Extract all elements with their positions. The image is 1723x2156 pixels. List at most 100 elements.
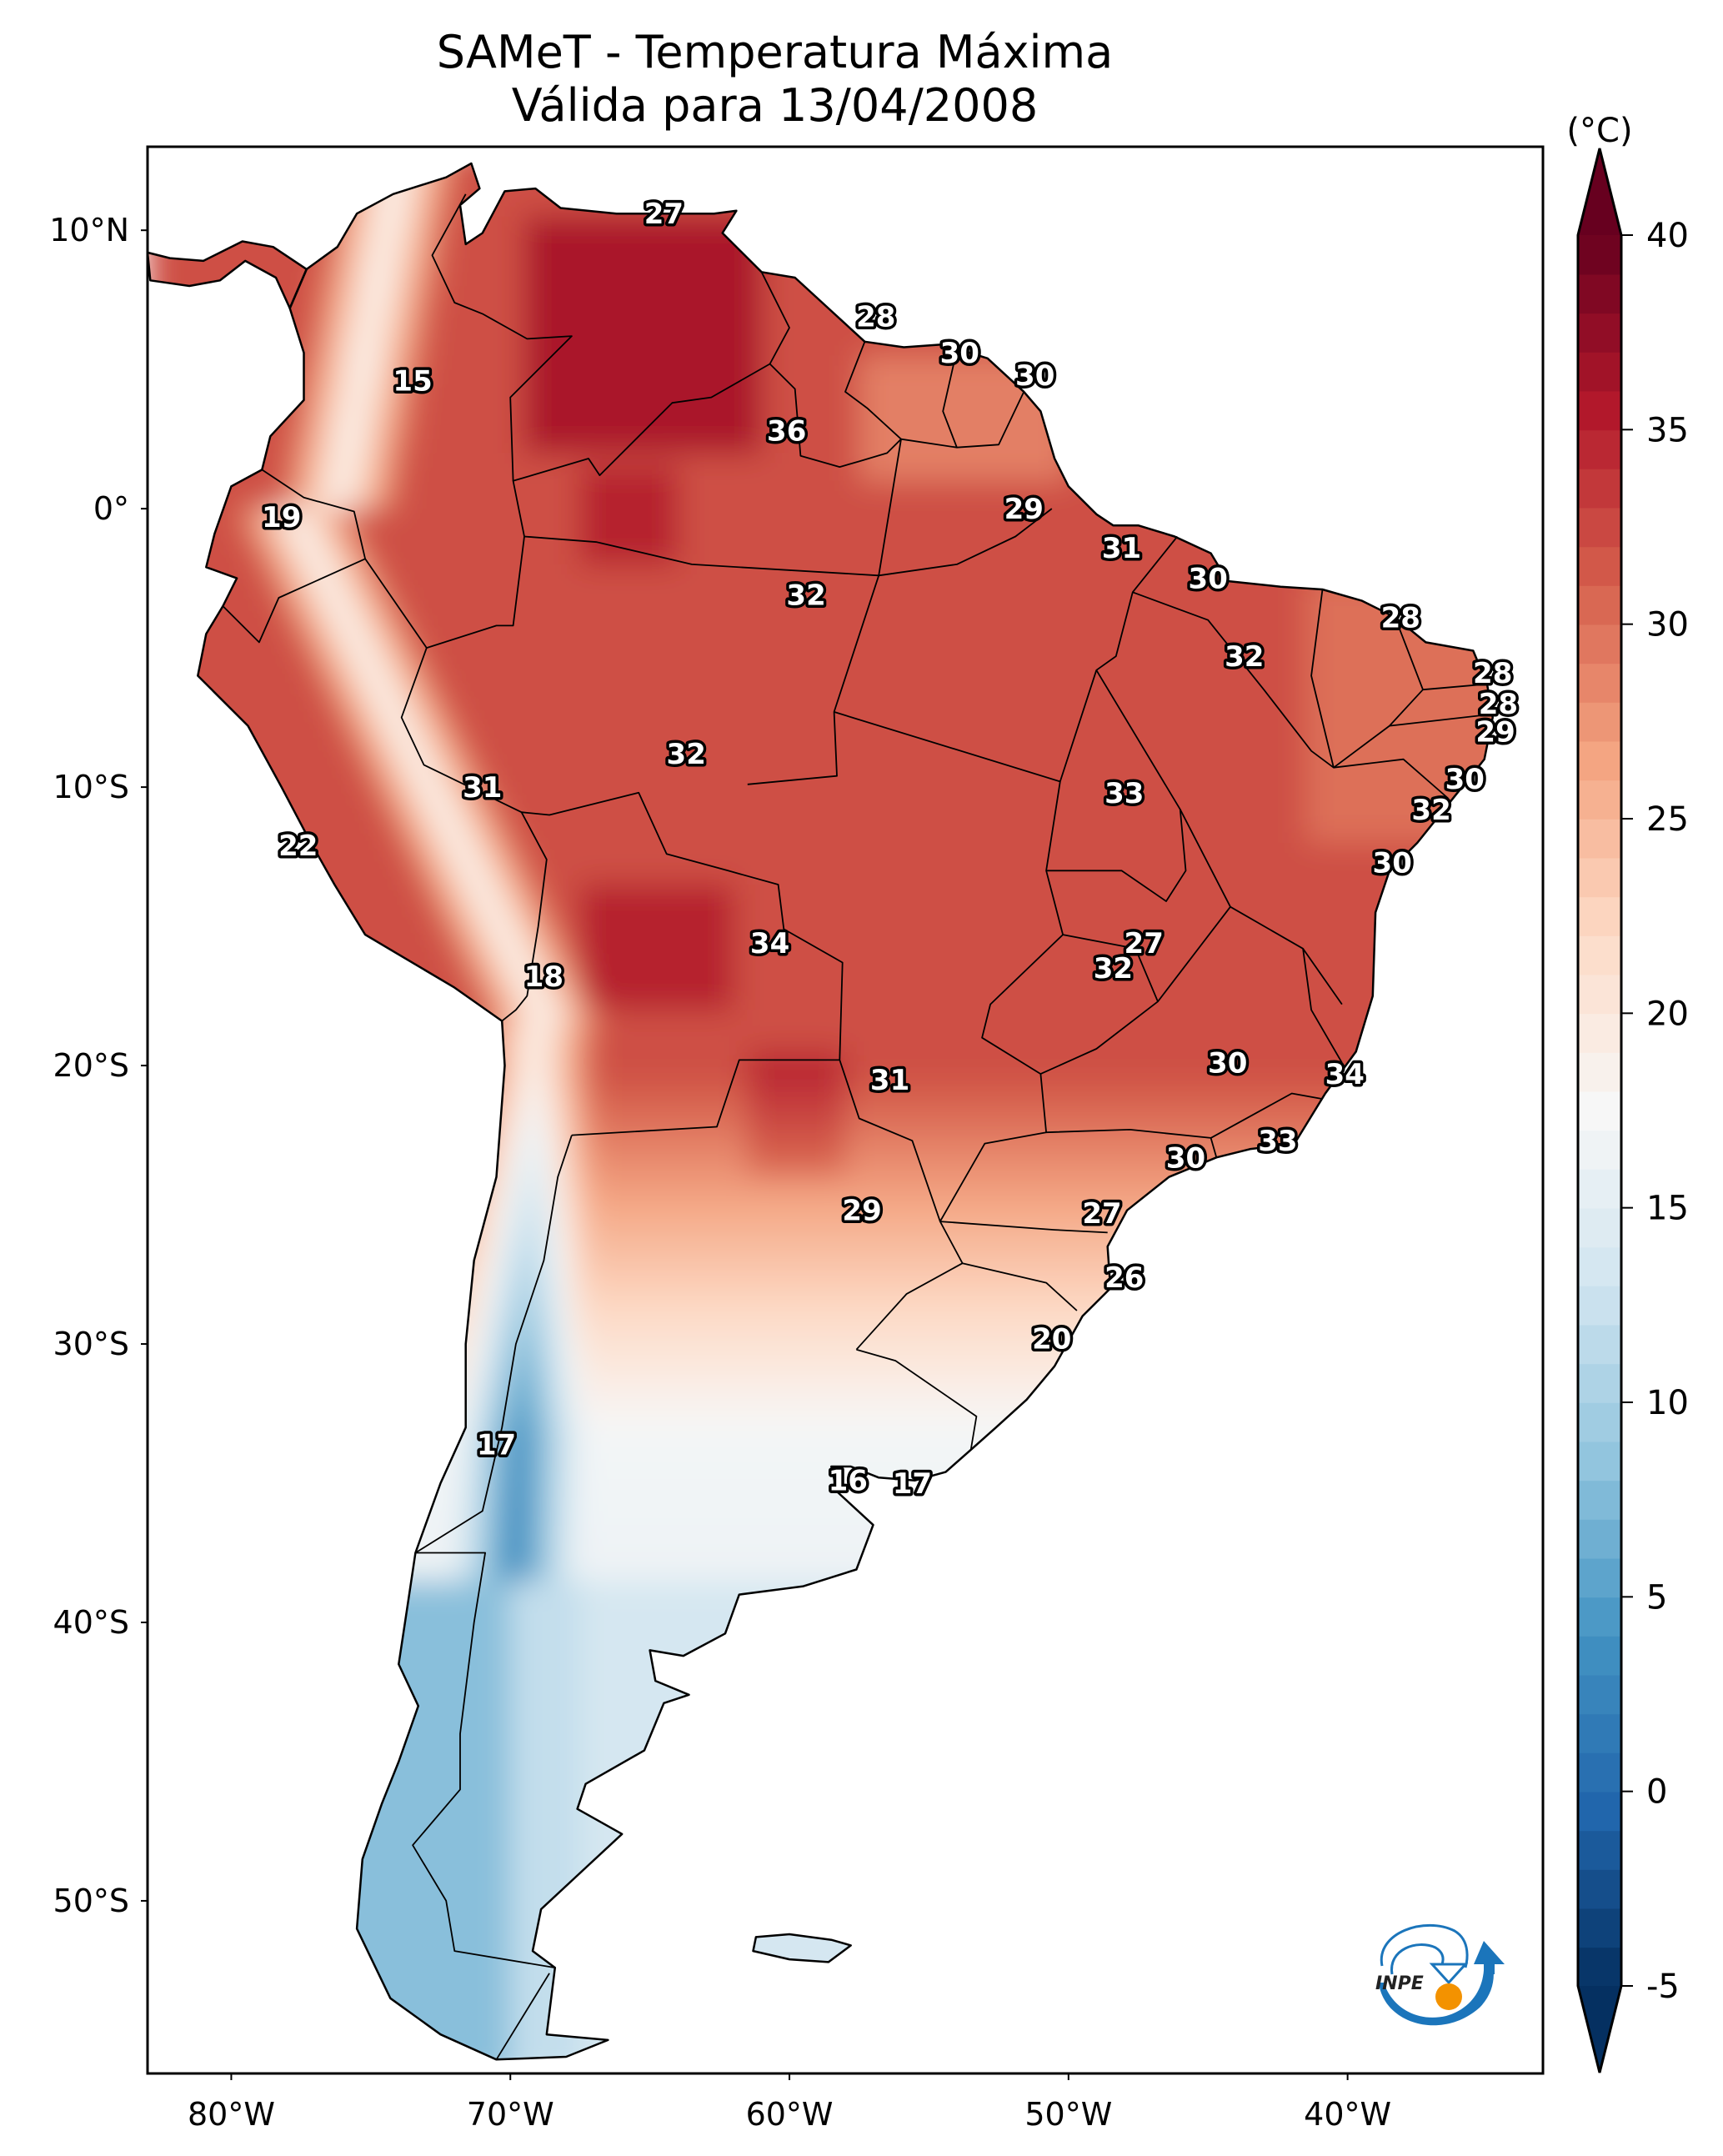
colorbar-tick-label: 30 xyxy=(1646,606,1689,644)
colorbar-segment xyxy=(1578,235,1621,275)
colorbar-segment xyxy=(1578,1636,1621,1676)
contour-label: 15 xyxy=(393,365,432,399)
lat-tick-label: 0° xyxy=(93,490,129,527)
contour-label: 31 xyxy=(1102,532,1141,565)
contour-label: 34 xyxy=(1325,1058,1365,1091)
colorbar-tick-label: 10 xyxy=(1646,1384,1689,1422)
colorbar-segment xyxy=(1578,1830,1621,1870)
coastline xyxy=(148,240,308,309)
border-line xyxy=(1210,1092,1323,1139)
colorbar-segment xyxy=(1578,1674,1621,1715)
contour-label: 20 xyxy=(1032,1322,1071,1356)
colorbar-segment xyxy=(1578,1402,1621,1442)
contour-label: 33 xyxy=(1258,1125,1297,1158)
colorbar-tick-label: 25 xyxy=(1646,800,1689,839)
contour-label: 32 xyxy=(1225,640,1264,674)
colorbar-tick-label: 0 xyxy=(1646,1773,1667,1812)
contour-label: 31 xyxy=(463,771,502,805)
longitude-axis: 80°W 70°W 60°W 50°W 40°W xyxy=(188,2073,1391,2133)
border-line xyxy=(222,558,366,644)
lat-tick-label: 10°S xyxy=(53,769,129,805)
colorbar-segment xyxy=(1578,663,1621,703)
colorbar-segment xyxy=(1578,429,1621,469)
contour-label: 28 xyxy=(1381,601,1420,634)
colorbar-segment xyxy=(1578,819,1621,859)
contour-label: 29 xyxy=(1004,493,1044,526)
colorbar-segment xyxy=(1578,313,1621,353)
lat-tick-label: 40°S xyxy=(53,1604,129,1641)
logo-swoosh-icon xyxy=(1379,1962,1494,2026)
contour-label: 26 xyxy=(1104,1261,1144,1295)
colorbar-tick-label: 20 xyxy=(1646,995,1689,1033)
plot-frame xyxy=(146,145,1545,2075)
contour-label: 32 xyxy=(1411,794,1450,827)
colorbar-tick-label: 35 xyxy=(1646,411,1689,449)
border-line xyxy=(760,271,790,364)
colorbar-segment xyxy=(1578,469,1621,509)
contour-label: 19 xyxy=(262,501,301,534)
colorbar-unit-label: (°C) xyxy=(1566,112,1632,150)
colorbar: 40 35 30 25 20 15 10 5 0 -5 (°C) xyxy=(1566,112,1689,2073)
colorbar-segment xyxy=(1578,1013,1621,1053)
colorbar-segment xyxy=(1578,1869,1621,1909)
contour-label: 30 xyxy=(1445,763,1485,796)
logo-outer-arc-icon xyxy=(1380,1923,1469,1968)
logo-up-arrow-icon xyxy=(1474,1941,1505,1974)
colorbar-segment xyxy=(1578,935,1621,975)
colorbar-tick-label: 40 xyxy=(1646,217,1689,255)
lat-tick-label: 10°N xyxy=(49,212,129,248)
colorbar-segment xyxy=(1578,1441,1621,1482)
colorbar-extend-min xyxy=(1578,1986,1621,2073)
contour-label: 30 xyxy=(1208,1047,1247,1081)
contour-label: 28 xyxy=(1473,657,1512,690)
logo-text: INPE xyxy=(1375,1973,1424,1994)
colorbar-segment xyxy=(1578,1052,1621,1092)
contour-label: 32 xyxy=(1094,952,1133,985)
colorbar-segment xyxy=(1578,585,1621,625)
colorbar-segment xyxy=(1578,1480,1621,1520)
colorbar-segment xyxy=(1578,1363,1621,1403)
colorbar-segment xyxy=(1578,546,1621,586)
border-line xyxy=(1179,809,1343,1005)
chart-subtitle: Válida para 13/04/2008 xyxy=(511,79,1039,132)
latitude-axis: 10°N 0° 10°S 20°S 30°S 40°S 50°S xyxy=(49,212,148,1919)
contour-label: 30 xyxy=(1373,846,1412,880)
colorbar-segment xyxy=(1578,1752,1621,1792)
border-line xyxy=(521,791,844,1060)
colorbar-segment xyxy=(1578,1286,1621,1326)
border-line xyxy=(856,1348,978,1451)
contour-label: 28 xyxy=(1479,688,1518,721)
logo-inner-arc-icon xyxy=(1390,1943,1445,1975)
contour-label: 29 xyxy=(1475,715,1515,749)
logo-orange-dot-icon xyxy=(1435,1983,1462,2010)
border-line xyxy=(1302,948,1343,1064)
border-line xyxy=(900,349,958,449)
contour-label: 29 xyxy=(842,1195,881,1228)
contour-label: 31 xyxy=(870,1064,909,1097)
colorbar-segment xyxy=(1578,702,1621,742)
contour-label: 28 xyxy=(856,301,895,334)
border-line xyxy=(261,469,428,649)
colorbar-segment xyxy=(1578,1246,1621,1286)
border-line xyxy=(571,1059,964,1351)
lon-tick-label: 80°W xyxy=(188,2096,275,2133)
contour-label: 32 xyxy=(786,579,825,613)
colorbar-segment xyxy=(1578,1130,1621,1170)
colorbar-segment xyxy=(1578,1557,1621,1598)
border-line xyxy=(1046,669,1187,902)
colorbar-segment xyxy=(1578,624,1621,664)
border-line xyxy=(1333,725,1390,769)
contour-label: 30 xyxy=(1166,1141,1205,1175)
border-line xyxy=(414,1135,573,1554)
lon-tick-label: 60°W xyxy=(746,2096,834,2133)
border-line xyxy=(956,391,1025,449)
colorbar-tick-label: -5 xyxy=(1646,1968,1680,2006)
contour-label: 18 xyxy=(524,960,563,994)
contour-label: 32 xyxy=(667,738,706,771)
colorbar-segment xyxy=(1578,1597,1621,1637)
colorbar-segment xyxy=(1578,390,1621,431)
contour-label: 34 xyxy=(750,927,789,960)
colorbar-segment xyxy=(1578,974,1621,1015)
border-line xyxy=(939,1221,1108,1234)
